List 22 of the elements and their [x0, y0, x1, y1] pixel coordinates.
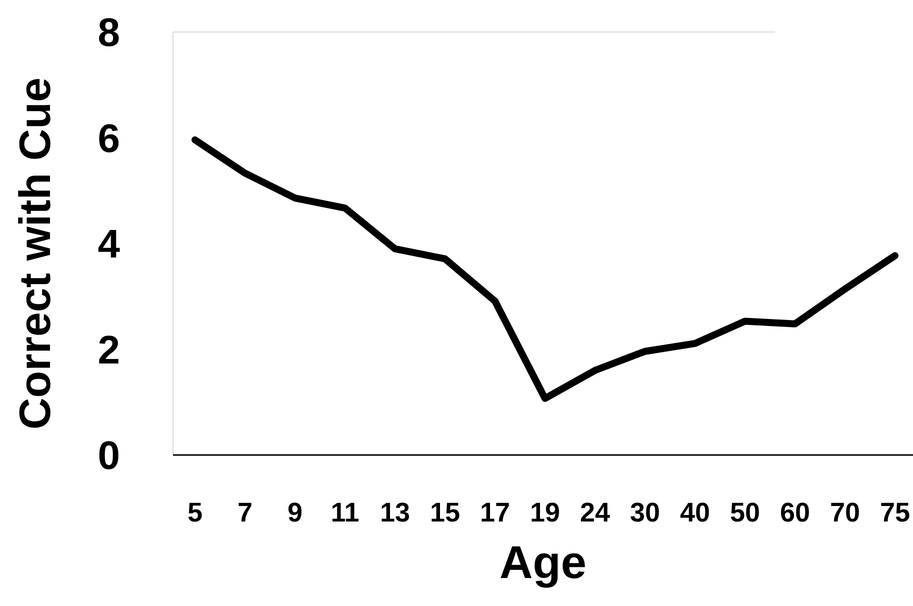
- x-tick-label: 40: [680, 497, 710, 528]
- y-axis-title: Correct with Cue: [11, 77, 60, 430]
- x-axis-title: Age: [500, 536, 586, 588]
- x-tick-label: 19: [530, 497, 560, 528]
- x-tick-label: 13: [380, 497, 410, 528]
- x-tick-label: 75: [880, 497, 910, 528]
- y-tick-label: 0: [98, 434, 120, 478]
- x-tick-label: 5: [187, 497, 203, 528]
- x-tick-label: 30: [630, 497, 660, 528]
- y-tick-label: 4: [98, 222, 121, 266]
- x-tick-label: 11: [330, 497, 360, 528]
- x-tick-label: 24: [580, 497, 610, 528]
- y-tick-label: 2: [98, 328, 120, 372]
- x-tick-label: 9: [287, 497, 303, 528]
- y-tick-label: 8: [98, 11, 120, 55]
- x-tick-label: 50: [730, 497, 760, 528]
- x-tick-label: 60: [780, 497, 810, 528]
- y-tick-label: 6: [98, 116, 120, 161]
- x-tick-label: 70: [830, 497, 860, 528]
- x-tick-label: 7: [237, 497, 253, 528]
- x-tick-label: 15: [430, 497, 460, 528]
- x-tick-label: 17: [480, 497, 510, 528]
